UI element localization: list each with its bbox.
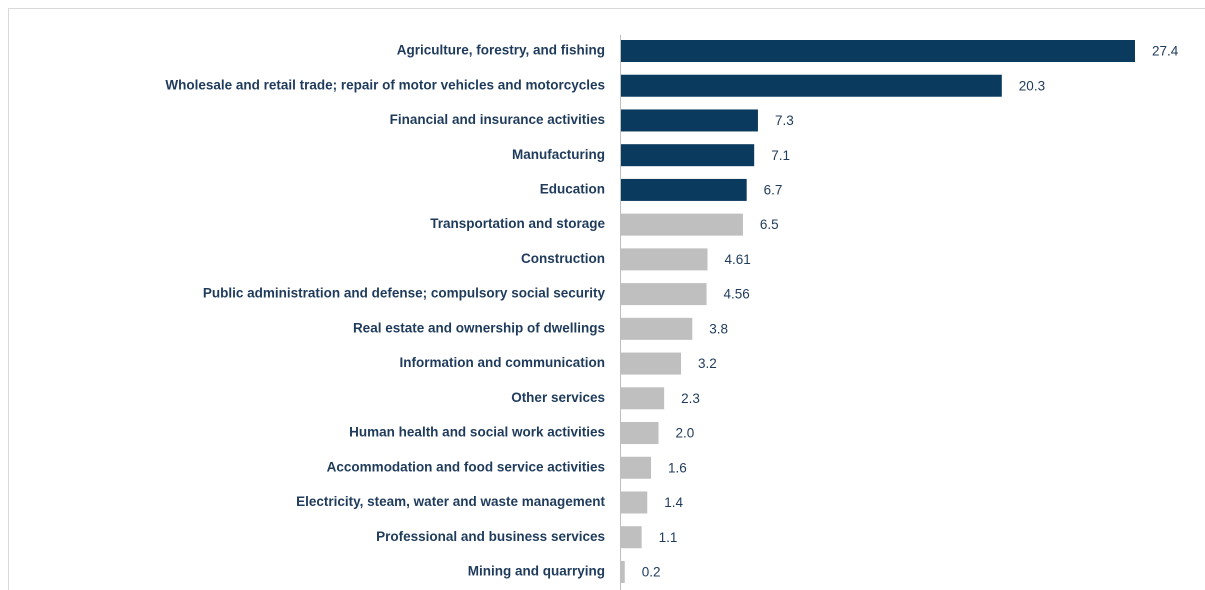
bar — [621, 74, 1002, 97]
value-label: 1.6 — [668, 460, 687, 475]
category-label: Transportation and storage — [430, 216, 605, 231]
category-label: Human health and social work activities — [349, 425, 605, 440]
bar — [621, 248, 708, 271]
bar — [621, 560, 625, 583]
bar — [621, 526, 642, 549]
value-label: 2.3 — [681, 391, 700, 406]
value-label: 0.2 — [642, 565, 661, 580]
category-label: Mining and quarrying — [468, 564, 605, 579]
bar — [621, 352, 682, 375]
value-label: 27.4 — [1152, 44, 1179, 59]
bar — [621, 387, 665, 410]
bar — [621, 422, 659, 445]
category-label: Real estate and ownership of dwellings — [353, 320, 605, 335]
value-label: 6.5 — [760, 217, 779, 232]
value-label: 20.3 — [1019, 78, 1045, 93]
bar — [621, 456, 652, 479]
bar — [621, 109, 758, 132]
category-label: Wholesale and retail trade; repair of mo… — [165, 77, 605, 92]
category-label: Construction — [521, 251, 605, 266]
frame — [8, 8, 1205, 590]
category-label: Information and communication — [399, 355, 605, 370]
bar — [621, 491, 648, 514]
category-label: Manufacturing — [512, 147, 605, 162]
value-label: 1.1 — [659, 530, 678, 545]
value-label: 2.0 — [676, 426, 695, 441]
category-label: Public administration and defense; compu… — [203, 286, 606, 301]
value-label: 7.1 — [771, 148, 790, 163]
bar — [621, 178, 747, 201]
value-label: 7.3 — [775, 113, 794, 128]
value-label: 4.61 — [724, 252, 750, 267]
bar — [621, 317, 693, 340]
category-label: Financial and insurance activities — [390, 112, 605, 127]
bar — [621, 144, 755, 167]
value-label: 1.4 — [664, 495, 683, 510]
value-label: 3.2 — [698, 356, 717, 371]
bar — [621, 283, 707, 306]
category-label: Electricity, steam, water and waste mana… — [296, 494, 605, 509]
value-label: 4.56 — [724, 287, 750, 302]
bar — [621, 213, 743, 236]
value-label: 3.8 — [709, 321, 728, 336]
category-label: Accommodation and food service activitie… — [327, 459, 605, 474]
category-label: Professional and business services — [376, 529, 605, 544]
category-label: Other services — [511, 390, 605, 405]
value-label: 6.7 — [764, 182, 783, 197]
bar — [621, 40, 1135, 62]
category-label: Agriculture, forestry, and fishing — [397, 43, 605, 58]
category-label: Education — [540, 181, 605, 196]
